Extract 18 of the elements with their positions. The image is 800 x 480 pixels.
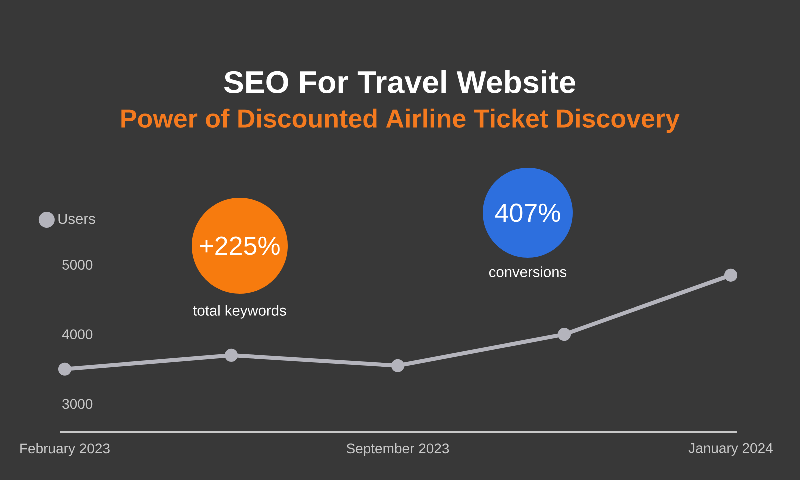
y-tick-label: 5000 — [62, 260, 93, 270]
chart-title: SEO For Travel Website — [224, 70, 576, 94]
chart-subtitle: Power of Discounted Airline Ticket Discovery — [122, 108, 680, 134]
point — [391, 359, 405, 372]
y-tick-label: 3000 — [62, 399, 93, 410]
point — [58, 362, 72, 376]
y-tick-label: 4000 — [62, 330, 93, 340]
annotation: total keywords — [193, 305, 286, 319]
point — [558, 328, 572, 342]
annotation: conversions — [490, 266, 567, 278]
point — [724, 268, 738, 282]
x-tick-label: January 2024 — [688, 443, 773, 456]
text: +225% — [200, 236, 280, 256]
x-tick-label: September 2023 — [346, 443, 450, 456]
point — [224, 348, 238, 362]
x-tick-label: February 2023 — [20, 443, 110, 456]
text: 407% — [495, 204, 560, 222]
legend-label: Users — [58, 214, 96, 224]
